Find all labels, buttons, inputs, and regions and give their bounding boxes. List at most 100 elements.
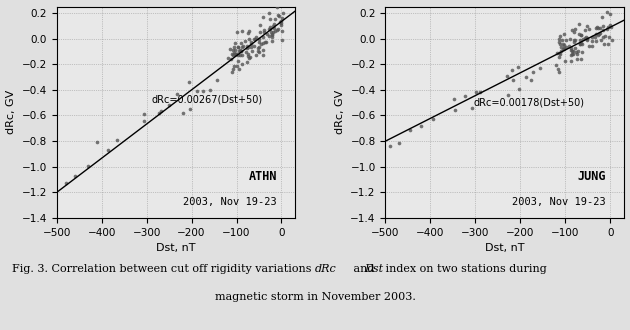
Point xyxy=(256,42,266,47)
Point xyxy=(582,35,592,40)
Point xyxy=(599,41,609,47)
Point xyxy=(269,25,279,30)
Point xyxy=(70,174,80,179)
Point xyxy=(587,34,597,40)
Point xyxy=(243,51,253,56)
Point xyxy=(598,34,609,40)
Text: dRc=0.00267(Dst+50): dRc=0.00267(Dst+50) xyxy=(151,95,262,105)
Point xyxy=(212,78,222,83)
Point xyxy=(569,39,579,45)
Point xyxy=(242,59,252,64)
Point xyxy=(244,55,254,60)
Point xyxy=(502,74,512,79)
Point xyxy=(258,15,268,20)
Point xyxy=(561,45,571,50)
Point xyxy=(558,38,568,43)
Point xyxy=(575,41,585,46)
Point xyxy=(241,43,251,49)
Point xyxy=(246,54,256,59)
Point xyxy=(240,39,250,44)
Point xyxy=(570,26,580,32)
Point xyxy=(235,47,245,52)
Point xyxy=(276,22,286,27)
Point xyxy=(243,53,253,59)
Point xyxy=(595,38,605,43)
Point xyxy=(258,35,268,40)
Point xyxy=(559,42,569,47)
Point xyxy=(566,48,576,53)
Point xyxy=(232,63,242,68)
Point xyxy=(230,40,240,45)
Point xyxy=(559,46,569,51)
Point xyxy=(570,45,580,50)
Point xyxy=(264,10,274,16)
Point xyxy=(242,45,252,50)
Point xyxy=(246,40,256,45)
Point xyxy=(234,49,244,54)
Point xyxy=(258,52,268,57)
Point xyxy=(581,34,591,40)
Point xyxy=(606,24,616,29)
Point xyxy=(513,65,523,70)
Point xyxy=(576,41,587,46)
Point xyxy=(198,89,208,94)
Text: dRc: dRc xyxy=(315,264,337,274)
Point xyxy=(272,5,282,10)
Point xyxy=(272,27,282,33)
Point xyxy=(508,77,518,82)
Point xyxy=(558,41,568,47)
Point xyxy=(567,27,577,32)
Point xyxy=(260,39,270,45)
Point xyxy=(227,70,237,75)
Point xyxy=(554,40,564,45)
Point xyxy=(251,34,261,39)
Point xyxy=(595,31,605,36)
Y-axis label: dRc, GV: dRc, GV xyxy=(6,90,16,134)
Point xyxy=(578,36,588,42)
Point xyxy=(232,44,243,50)
Text: JUNG: JUNG xyxy=(577,170,605,183)
Point xyxy=(262,31,272,37)
Point xyxy=(554,54,564,59)
Point xyxy=(513,86,524,92)
Point xyxy=(278,10,288,16)
Point xyxy=(139,118,149,124)
Point xyxy=(503,92,513,98)
Point xyxy=(576,40,587,45)
Point xyxy=(251,52,261,57)
Point xyxy=(560,59,570,64)
Point xyxy=(274,14,284,19)
Point xyxy=(277,15,287,20)
Point xyxy=(394,140,404,145)
Point xyxy=(270,16,280,21)
Point xyxy=(227,51,238,56)
Point xyxy=(154,110,164,116)
Point xyxy=(244,29,254,34)
Point xyxy=(580,27,590,32)
Point xyxy=(597,23,607,29)
Point xyxy=(236,49,246,54)
Point xyxy=(590,35,600,40)
Point xyxy=(450,107,461,113)
Point xyxy=(582,38,592,43)
Point xyxy=(605,22,615,27)
Point xyxy=(233,44,243,49)
Point xyxy=(467,106,478,111)
Point xyxy=(277,28,287,33)
Point xyxy=(254,37,264,42)
Point xyxy=(602,27,612,32)
Point xyxy=(267,31,277,37)
Point xyxy=(253,45,263,50)
Point xyxy=(156,108,166,114)
Point xyxy=(60,180,71,185)
Point xyxy=(554,50,564,55)
Point xyxy=(92,139,102,145)
Point xyxy=(575,33,585,38)
Point xyxy=(231,51,241,57)
Point xyxy=(255,22,265,28)
Point xyxy=(229,63,239,69)
Point xyxy=(263,26,273,32)
Point xyxy=(103,148,113,153)
Point xyxy=(573,49,583,54)
Point xyxy=(233,59,243,64)
